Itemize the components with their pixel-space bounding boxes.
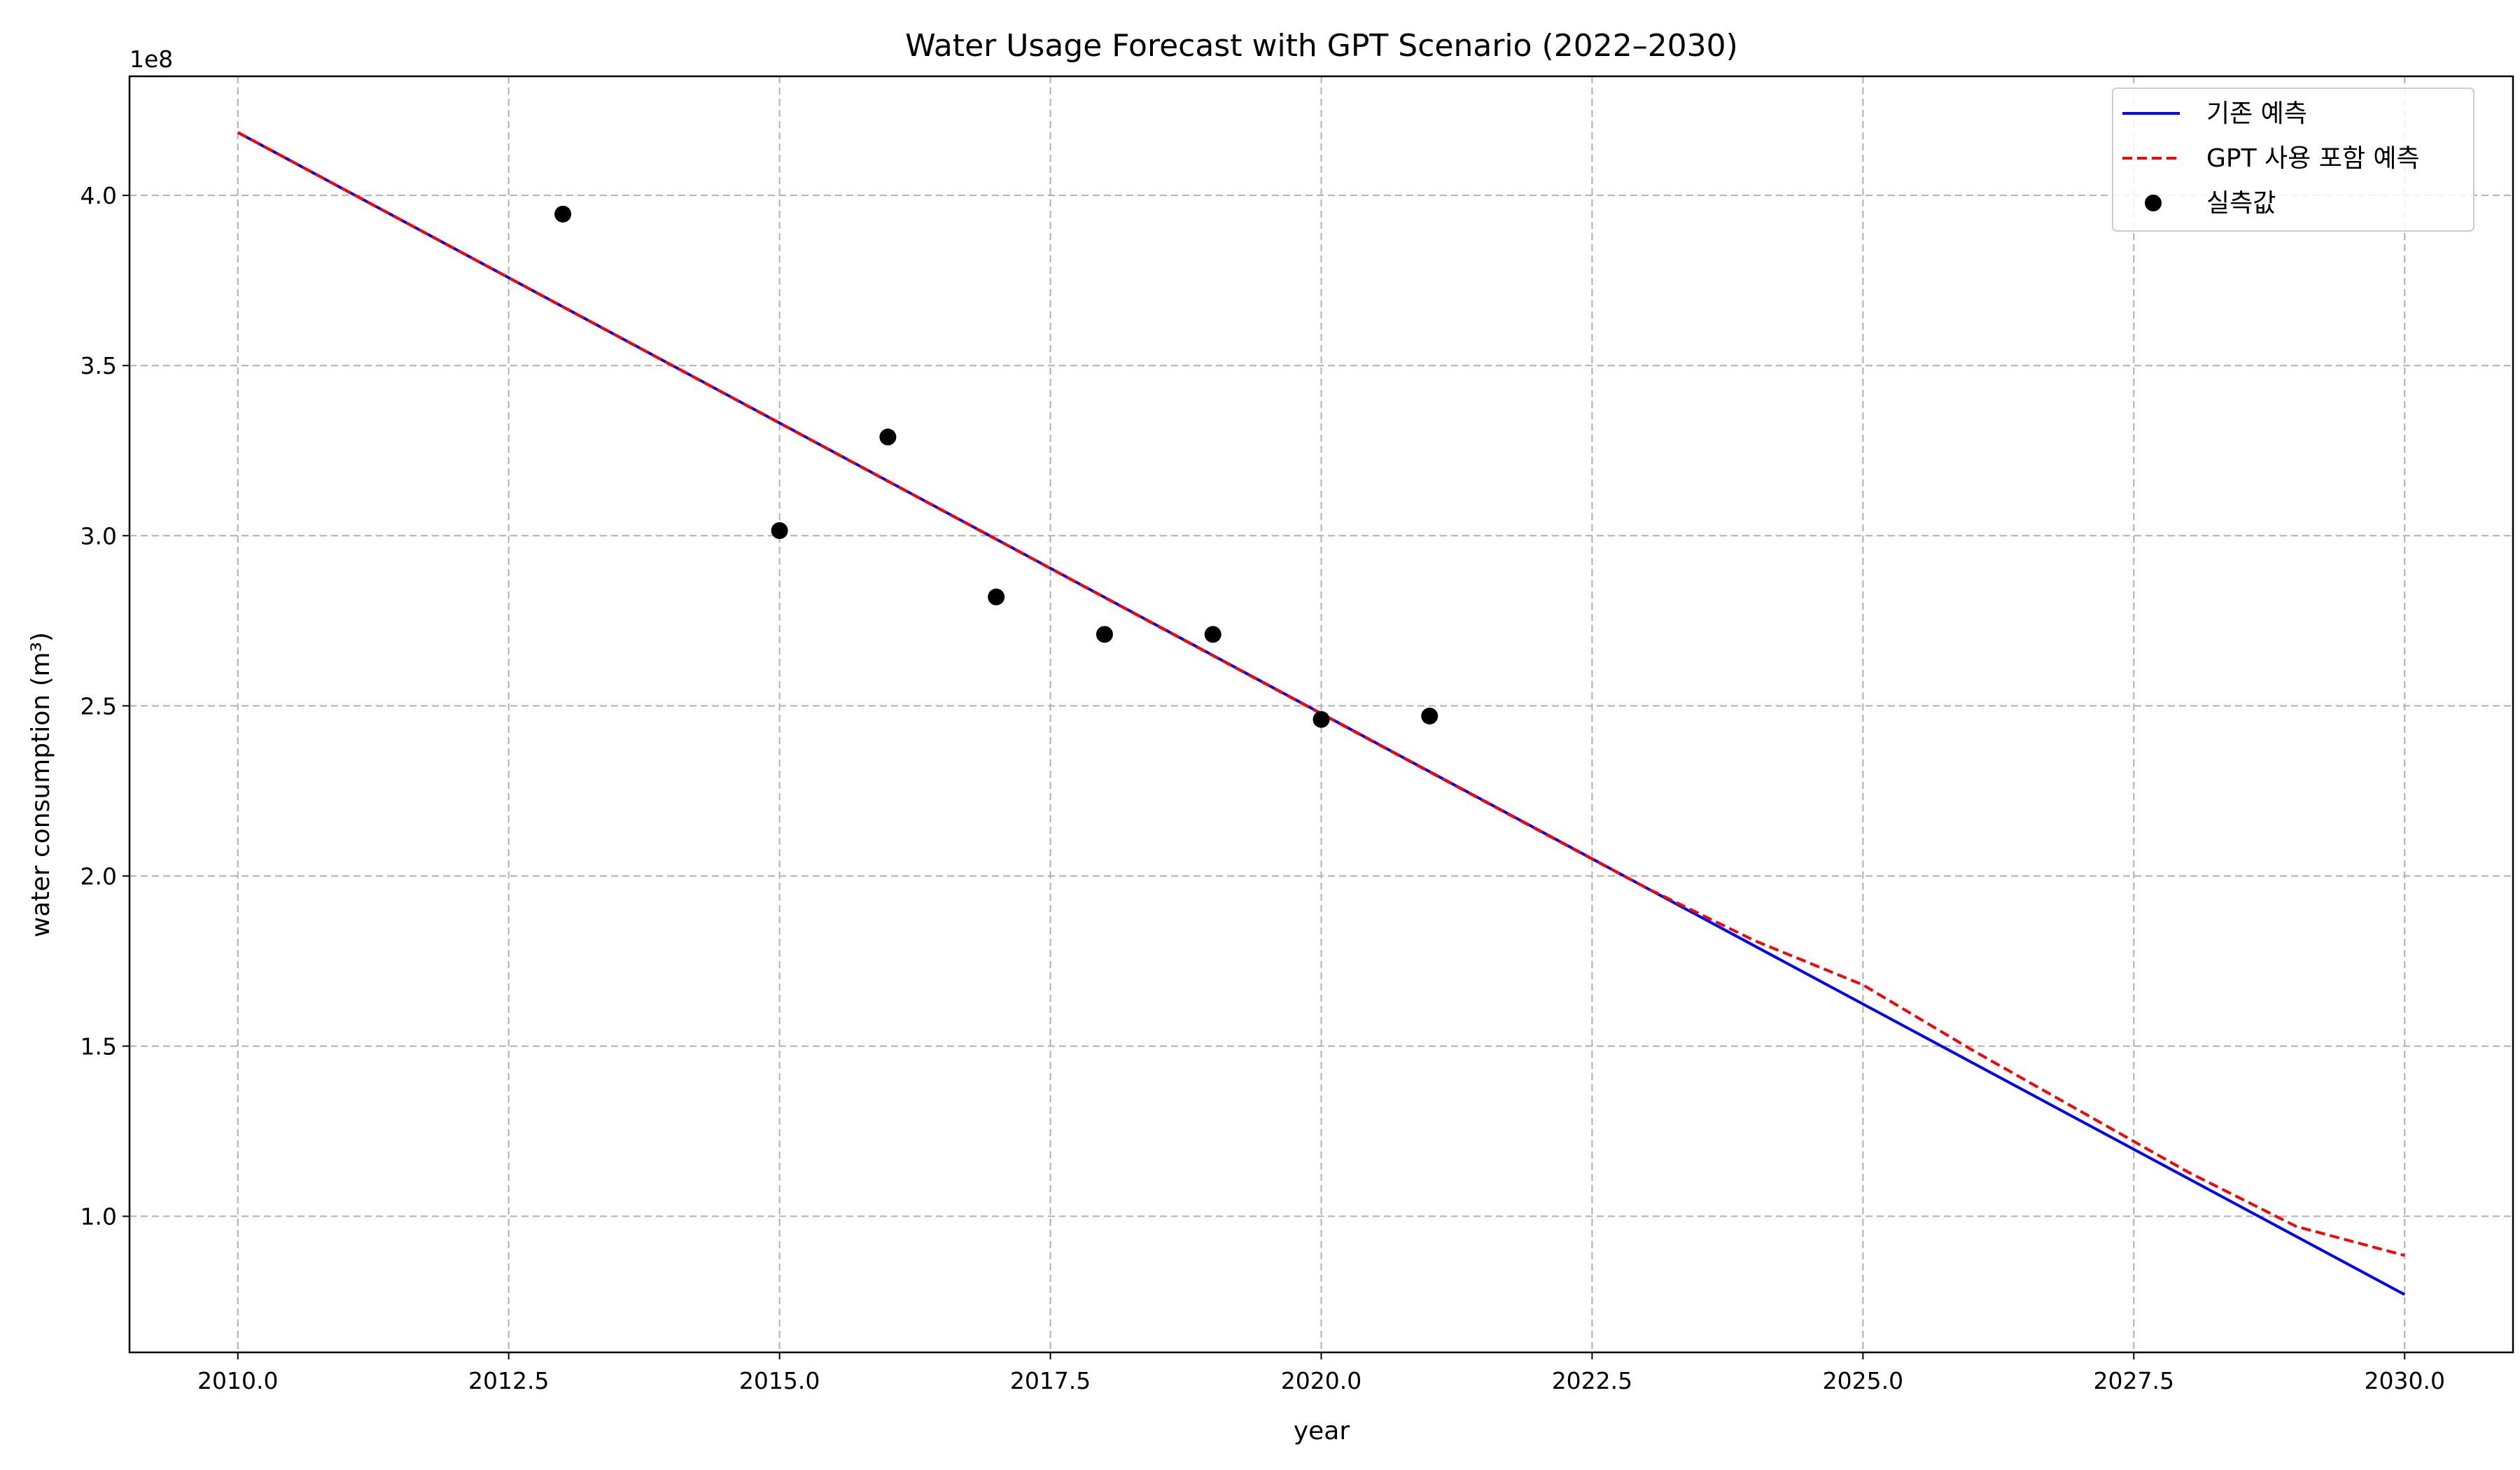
- legend-label: GPT 사용 포함 예측: [2206, 144, 2420, 173]
- y-tick-label: 2.5: [80, 692, 117, 720]
- x-tick-label: 2017.5: [1010, 1367, 1091, 1394]
- scatter-point: [1204, 626, 1222, 643]
- series-line-2: [237, 131, 2405, 1257]
- y-offset-text: 1e8: [130, 46, 173, 73]
- scatter-point: [1096, 626, 1113, 643]
- x-tick-label: 2012.5: [468, 1367, 549, 1394]
- y-tick-label: 3.5: [80, 352, 117, 379]
- legend-swatch-marker: [2145, 195, 2162, 211]
- y-tick-label: 3.0: [80, 522, 117, 550]
- scatter-point: [1421, 707, 1438, 724]
- legend-box: [2112, 88, 2474, 232]
- scatter-point: [988, 588, 1005, 606]
- y-tick-label: 1.5: [80, 1032, 117, 1060]
- y-tick-label: 4.0: [80, 182, 117, 209]
- legend-label: 실측값: [2206, 189, 2276, 218]
- axes: 2010.0 2012.5 2015.0 2017.5 2020.0 2022.5 2025…: [80, 75, 2514, 1394]
- x-tick-label: 2030.0: [2364, 1367, 2444, 1394]
- y-axis-label: water consumption (m³): [27, 632, 55, 937]
- y-tick-label: 2.0: [80, 862, 117, 890]
- chart-title: Water Usage Forecast with GPT Scenario (…: [905, 28, 1738, 64]
- scatter-point: [771, 522, 788, 539]
- scatter-point: [1312, 710, 1330, 728]
- legend-label: 기존 예측: [2206, 99, 2307, 128]
- x-tick-label: 2015.0: [739, 1367, 820, 1394]
- x-tick-label: 2025.0: [1823, 1367, 1903, 1394]
- x-tick-label: 2027.5: [2094, 1367, 2174, 1394]
- x-tick-label: 2022.5: [1552, 1367, 1632, 1394]
- scatter-point: [554, 205, 572, 223]
- y-tick-label: 1.0: [80, 1203, 117, 1231]
- plot-series: [237, 131, 2406, 1296]
- x-tick-label: 2020.0: [1281, 1367, 1362, 1394]
- x-axis-label: year: [1294, 1417, 1350, 1446]
- scatter-point: [879, 428, 897, 446]
- x-tick-label: 2010.0: [197, 1367, 278, 1394]
- plot-frame: [128, 75, 2514, 1354]
